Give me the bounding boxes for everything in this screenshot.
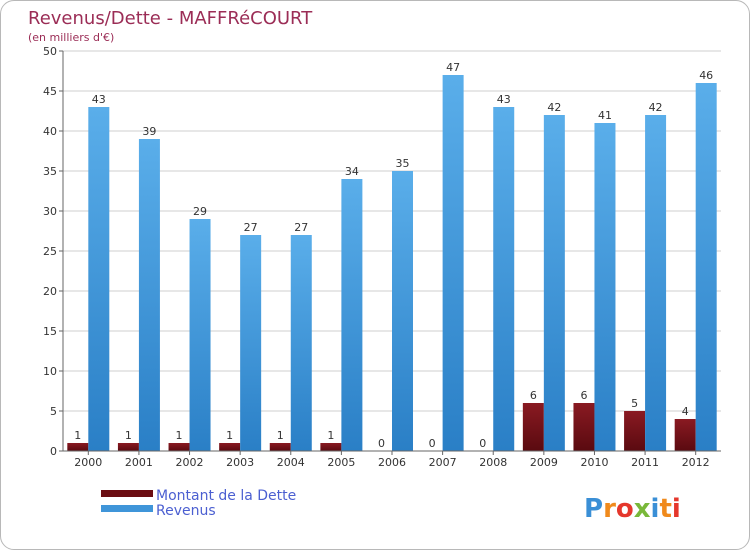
- revenue-bar: [543, 115, 565, 451]
- debt-bar: [320, 443, 342, 451]
- debt-bar: [624, 411, 646, 451]
- revenue-bar: [88, 107, 110, 451]
- x-tick-label: 2011: [631, 456, 659, 469]
- debt-bar: [674, 419, 696, 451]
- y-tick-label: 15: [43, 325, 57, 338]
- x-tick-label: 2006: [378, 456, 406, 469]
- debt-value-label: 6: [530, 389, 537, 402]
- revenue-value-label: 29: [193, 205, 207, 218]
- legend-swatch-revenue: [101, 505, 153, 512]
- y-tick-label: 25: [43, 245, 57, 258]
- x-tick-label: 2010: [580, 456, 608, 469]
- y-tick-label: 10: [43, 365, 57, 378]
- x-tick-label: 2005: [327, 456, 355, 469]
- y-axis-ticks: 0 5 10 15 20 25 30 35 40 45 50: [43, 45, 63, 458]
- y-tick-label: 50: [43, 45, 57, 58]
- debt-bar: [269, 443, 291, 451]
- debt-value-label: 1: [125, 429, 132, 442]
- debt-bar: [168, 443, 190, 451]
- proxiti-logo: Proxiti: [584, 494, 681, 524]
- legend: Montant de la Dette Revenus: [101, 488, 296, 519]
- debt-value-label: 1: [277, 429, 284, 442]
- revenue-bar: [493, 107, 515, 451]
- y-tick-label: 45: [43, 85, 57, 98]
- revenue-value-label: 39: [142, 125, 156, 138]
- debt-bar: [573, 403, 595, 451]
- revenue-bar: [392, 171, 413, 451]
- revenue-bar: [695, 83, 717, 451]
- revenue-bar: [645, 115, 667, 451]
- revenue-value-label: 46: [699, 69, 713, 82]
- legend-label-revenue: Revenus: [156, 503, 216, 519]
- revenue-bar: [189, 219, 211, 451]
- x-axis-ticks: 2000 2001 2002 2003 2004 2005 2006 2007 2008 2009…: [74, 451, 710, 469]
- debt-value-label: 0: [378, 437, 385, 450]
- revenue-value-label: 43: [92, 93, 106, 106]
- revenue-value-label: 34: [345, 165, 359, 178]
- revenue-value-label: 47: [446, 61, 460, 74]
- legend-swatch-debt: [101, 490, 153, 497]
- revenue-value-label: 43: [497, 93, 511, 106]
- revenue-bar: [442, 75, 464, 451]
- revenue-bar: [341, 179, 363, 451]
- x-tick-label: 2012: [682, 456, 710, 469]
- revenue-value-label: 27: [294, 221, 308, 234]
- x-tick-label: 2004: [277, 456, 305, 469]
- debt-value-label: 1: [327, 429, 334, 442]
- x-tick-label: 2000: [74, 456, 102, 469]
- x-tick-label: 2007: [429, 456, 457, 469]
- debt-bar: [522, 403, 544, 451]
- y-tick-label: 0: [50, 445, 57, 458]
- revenue-bar: [290, 235, 312, 451]
- bars: 1 43 1 39 1 29 1 27 1 27 1 34 0 35 0 47 0 43 6 42 6 41 5 42 4 46: [67, 61, 717, 452]
- x-tick-label: 2003: [226, 456, 254, 469]
- debt-bar: [67, 443, 89, 451]
- y-tick-label: 35: [43, 165, 57, 178]
- y-tick-label: 20: [43, 285, 57, 298]
- revenue-bar: [138, 139, 160, 451]
- revenue-value-label: 35: [396, 157, 410, 170]
- y-tick-label: 30: [43, 205, 57, 218]
- chart-subtitle: (en milliers d'€): [28, 31, 114, 44]
- y-tick-label: 40: [43, 125, 57, 138]
- chart-title: Revenus/Dette - MAFFRéCOURT: [28, 8, 313, 29]
- x-tick-label: 2002: [176, 456, 204, 469]
- revenue-value-label: 42: [547, 101, 561, 114]
- debt-value-label: 6: [580, 389, 587, 402]
- revenue-value-label: 41: [598, 109, 612, 122]
- revenue-bar: [594, 123, 616, 451]
- x-tick-label: 2009: [530, 456, 558, 469]
- revenue-bar: [240, 235, 262, 451]
- debt-bar: [219, 443, 241, 451]
- legend-label-debt: Montant de la Dette: [156, 488, 296, 504]
- x-tick-label: 2001: [125, 456, 153, 469]
- debt-value-label: 5: [631, 397, 638, 410]
- y-tick-label: 5: [50, 405, 57, 418]
- debt-value-label: 0: [479, 437, 486, 450]
- x-tick-label: 2008: [479, 456, 507, 469]
- debt-value-label: 1: [176, 429, 183, 442]
- debt-value-label: 1: [226, 429, 233, 442]
- debt-value-label: 0: [429, 437, 436, 450]
- debt-value-label: 1: [74, 429, 81, 442]
- debt-value-label: 4: [682, 405, 689, 418]
- revenue-value-label: 42: [649, 101, 663, 114]
- svg-text:Proxiti: Proxiti: [584, 494, 681, 524]
- revenue-value-label: 27: [244, 221, 258, 234]
- debt-bar: [117, 443, 139, 451]
